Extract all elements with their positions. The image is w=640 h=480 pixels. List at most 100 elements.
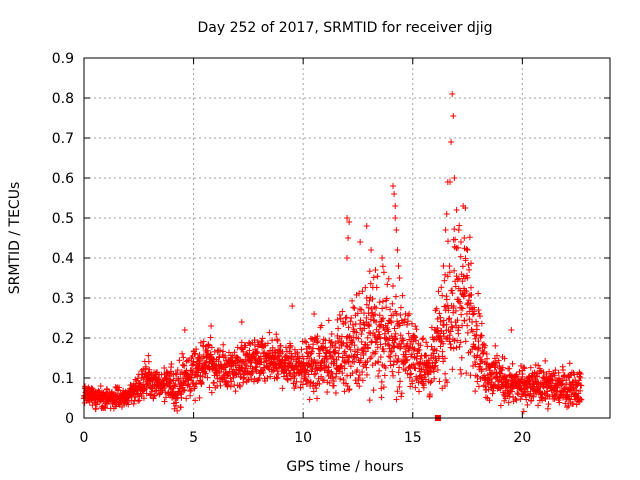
data-point [238, 364, 245, 371]
data-point [398, 390, 405, 397]
data-point [140, 387, 147, 394]
data-point [301, 373, 308, 380]
data-point [227, 383, 234, 390]
data-point [434, 315, 441, 322]
data-point [345, 324, 352, 331]
data-point [217, 347, 224, 354]
data-point [520, 364, 527, 371]
data-point [420, 335, 427, 342]
data-point-outlier [453, 207, 460, 213]
data-point [332, 389, 339, 396]
data-point [420, 366, 427, 373]
data-point [343, 342, 350, 349]
data-point [273, 336, 280, 343]
data-point [92, 388, 99, 395]
data-point [439, 292, 446, 299]
data-point [444, 379, 451, 386]
data-point [273, 365, 280, 372]
data-point-outlier [448, 139, 455, 145]
data-point [384, 281, 391, 288]
y-axis-label: SRMTID / TECUs [7, 182, 23, 295]
data-point [472, 335, 479, 342]
data-point [285, 355, 292, 362]
data-point [220, 348, 227, 355]
data-point [314, 395, 321, 402]
data-point [544, 405, 551, 412]
data-point [375, 358, 382, 365]
y-tick-label: 0.4 [52, 251, 74, 267]
data-point [479, 358, 486, 365]
data-point [125, 401, 132, 408]
data-point [473, 322, 480, 329]
data-point [377, 341, 384, 348]
data-point [412, 323, 419, 330]
data-point [478, 320, 485, 327]
data-point [325, 367, 332, 374]
data-point [311, 371, 318, 378]
data-point [446, 269, 453, 276]
data-point [496, 362, 503, 369]
data-point [396, 364, 403, 371]
data-point [347, 346, 354, 353]
data-point [478, 332, 485, 339]
data-point [349, 370, 356, 377]
data-point [89, 402, 96, 409]
data-point [168, 361, 175, 368]
data-point [298, 346, 305, 353]
data-point-outlier [451, 175, 458, 181]
data-point-outlier [392, 203, 399, 209]
data-point [275, 353, 282, 360]
data-point [356, 290, 363, 297]
data-point [419, 336, 426, 343]
data-point-outlier [344, 255, 350, 261]
data-point [243, 365, 250, 372]
data-point [366, 297, 373, 304]
data-point [462, 338, 469, 345]
data-point [242, 342, 249, 349]
data-point [448, 323, 455, 330]
data-point [199, 355, 206, 362]
data-point [193, 346, 200, 353]
data-point [434, 366, 441, 373]
data-point [566, 360, 573, 367]
data-point [368, 305, 375, 312]
data-point-outlier [238, 319, 245, 325]
data-point [454, 244, 461, 251]
data-point [102, 405, 109, 412]
data-point [431, 375, 438, 382]
data-point [366, 397, 373, 404]
data-point [307, 378, 314, 385]
data-point [385, 328, 392, 335]
data-point [156, 390, 163, 397]
data-point [318, 322, 325, 329]
data-point [449, 366, 456, 373]
data-point [465, 261, 472, 268]
data-point [427, 369, 434, 376]
data-point [297, 384, 304, 391]
data-point [266, 329, 273, 336]
data-point [492, 364, 499, 371]
data-point [228, 378, 235, 385]
data-point [387, 362, 394, 369]
data-point [310, 388, 317, 395]
data-point [460, 293, 467, 300]
data-point [339, 308, 346, 315]
data-point [142, 363, 149, 370]
data-point [327, 352, 334, 359]
data-point [217, 382, 224, 389]
data-point [358, 306, 365, 313]
data-point [376, 331, 383, 338]
data-point-outlier [442, 227, 449, 233]
data-point [404, 318, 411, 325]
data-point [367, 280, 374, 287]
data-point [408, 370, 415, 377]
data-point [468, 260, 475, 267]
data-point [225, 379, 232, 386]
data-point [469, 328, 476, 335]
data-point [173, 399, 180, 406]
x-axis-label: GPS time / hours [286, 459, 403, 475]
data-point [463, 310, 470, 317]
data-point [245, 377, 252, 384]
data-point [354, 367, 361, 374]
